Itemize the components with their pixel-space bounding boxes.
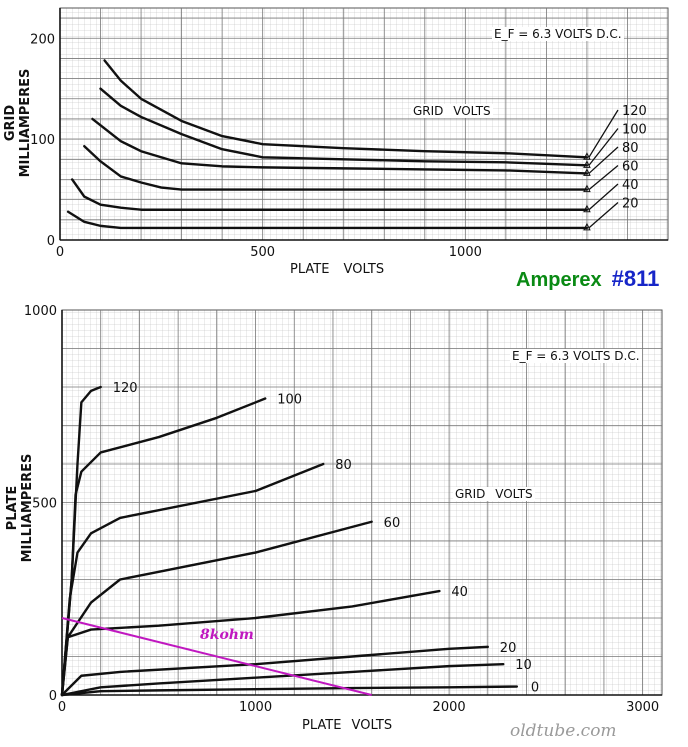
- top-curve-label-40: 40: [622, 178, 639, 193]
- top-leader-line: [588, 183, 619, 211]
- bottom-x-tick-label: 0: [58, 700, 66, 715]
- bottom-y-tick-label: 0: [49, 689, 57, 704]
- brand-label: Amperex #811: [516, 266, 659, 292]
- top-curve-80: [91, 117, 589, 175]
- top-y-tick-label: 0: [47, 234, 55, 249]
- bottom-curve-10: [60, 663, 505, 697]
- bottom-curve-100: [60, 397, 267, 697]
- load-line-label: 8kohm: [200, 627, 254, 643]
- top-curve-120: [103, 59, 589, 159]
- top-curve-marker: [583, 204, 591, 213]
- bottom-x-tick-label: 1000: [239, 700, 272, 715]
- bottom-curve-40: [60, 589, 441, 697]
- bottom-curve-label-10: 10: [515, 658, 532, 673]
- top-y-tick-label: 200: [30, 32, 55, 47]
- top-leader-line: [588, 109, 619, 158]
- top-curve-marker: [583, 222, 591, 231]
- load-line: [61, 617, 372, 696]
- top-curve-marker: [583, 152, 591, 160]
- bottom-annotation: E_F = 6.3 VOLTS D.C.: [510, 349, 642, 363]
- bottom-legend-title: GRID VOLTS: [453, 487, 535, 501]
- bottom-curve-label-60: 60: [384, 516, 401, 531]
- top-curve-label-120: 120: [622, 104, 647, 119]
- top-curve-label-80: 80: [622, 141, 639, 156]
- bottom-curve-0: [60, 685, 519, 697]
- top-plot-area: [59, 7, 669, 241]
- bottom-y-tick-label: 500: [32, 497, 57, 512]
- bottom-ylabel: PLATE MILLIAMPERES: [5, 453, 35, 563]
- bottom-curve-20: [60, 645, 490, 697]
- bottom-curve-label-80: 80: [335, 458, 352, 473]
- top-curve-label-20: 20: [622, 197, 639, 212]
- top-x-tick-label: 500: [250, 245, 275, 260]
- top-curve-marker: [583, 168, 591, 176]
- top-legend-title: GRID VOLTS: [411, 104, 493, 118]
- top-curve-60: [83, 144, 589, 191]
- bottom-curve-label-0: 0: [531, 681, 539, 696]
- top-xlabel: PLATE VOLTS: [290, 262, 385, 277]
- top-curve-100: [99, 87, 589, 167]
- top-leader-line: [588, 202, 619, 229]
- top-curve-40: [70, 178, 589, 211]
- top-curve-marker: [583, 160, 591, 168]
- bottom-curve-80: [60, 462, 325, 697]
- bottom-curve-label-20: 20: [500, 641, 517, 656]
- watermark: oldtube.com: [510, 721, 617, 741]
- bottom-curve-label-100: 100: [277, 393, 302, 408]
- bottom-curve-label-40: 40: [451, 585, 468, 600]
- top-curve-label-60: 60: [622, 160, 639, 175]
- top-ylabel: GRID MILLIAMPERES: [3, 68, 33, 178]
- brand-name: Amperex: [516, 269, 602, 291]
- top-curve-20: [66, 210, 589, 230]
- top-y-tick-label: 100: [30, 133, 55, 148]
- top-x-tick-label: 1000: [449, 245, 482, 260]
- top-curve-marker: [583, 184, 591, 193]
- top-leader-line: [588, 164, 619, 191]
- bottom-curve-label-120: 120: [113, 381, 138, 396]
- top-annotation: E_F = 6.3 VOLTS D.C.: [492, 27, 624, 41]
- bottom-y-tick-label: 1000: [24, 304, 57, 319]
- bottom-x-tick-label: 2000: [433, 700, 466, 715]
- brand-model: #811: [611, 266, 660, 291]
- top-x-tick-label: 0: [56, 245, 64, 260]
- top-leader-line: [588, 146, 619, 174]
- bottom-x-tick-label: 3000: [626, 700, 659, 715]
- bottom-xlabel: PLATE VOLTS: [302, 718, 393, 733]
- top-curve-label-100: 100: [622, 123, 647, 138]
- top-leader-line: [588, 128, 619, 166]
